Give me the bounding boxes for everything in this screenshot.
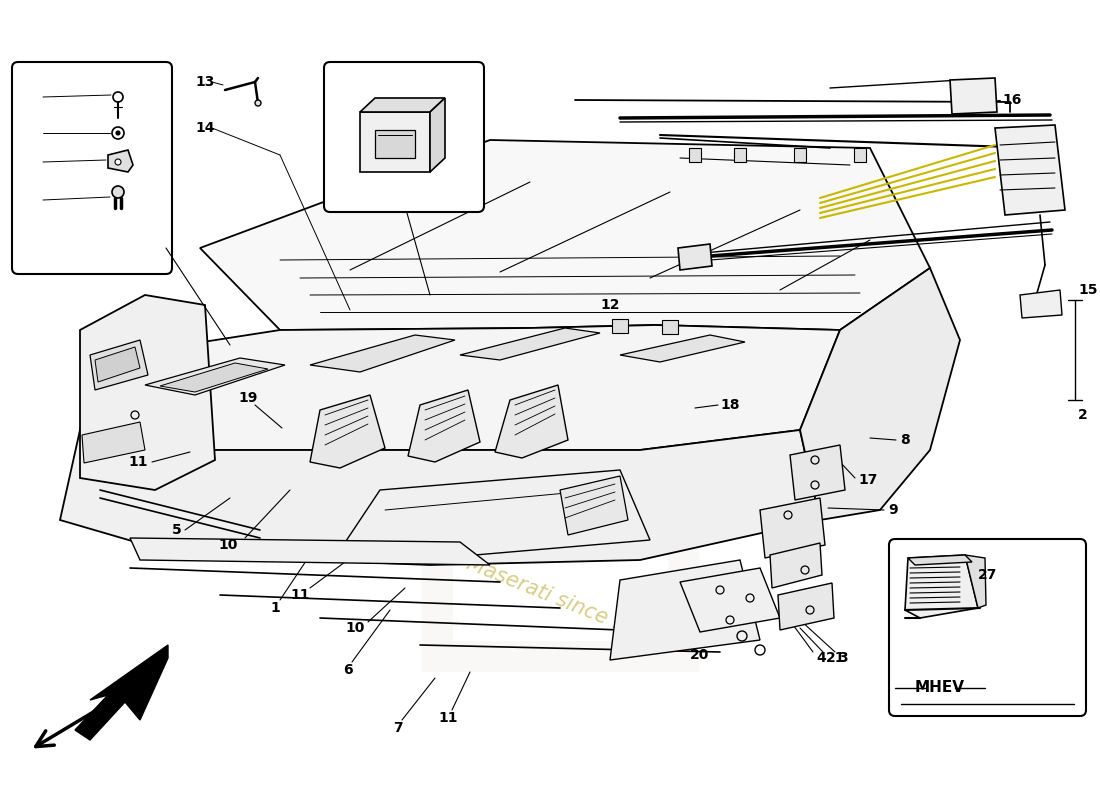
Polygon shape xyxy=(495,385,568,458)
Text: 22: 22 xyxy=(28,155,46,169)
Polygon shape xyxy=(662,320,678,334)
Polygon shape xyxy=(790,445,845,500)
Text: 18: 18 xyxy=(720,398,739,412)
Polygon shape xyxy=(360,98,446,112)
Polygon shape xyxy=(460,328,600,360)
Text: 10: 10 xyxy=(218,538,238,552)
Circle shape xyxy=(116,159,121,165)
Text: 9: 9 xyxy=(888,503,898,517)
Text: 1: 1 xyxy=(271,601,279,615)
Text: 6: 6 xyxy=(343,663,353,677)
Polygon shape xyxy=(80,325,840,450)
Polygon shape xyxy=(310,395,385,468)
Polygon shape xyxy=(1020,290,1062,318)
FancyBboxPatch shape xyxy=(889,539,1086,716)
Text: 25: 25 xyxy=(28,126,46,140)
Text: 11: 11 xyxy=(290,588,310,602)
Polygon shape xyxy=(905,555,978,618)
Polygon shape xyxy=(95,347,140,382)
Polygon shape xyxy=(90,340,148,390)
Polygon shape xyxy=(770,543,822,588)
Text: 14: 14 xyxy=(195,121,214,135)
Polygon shape xyxy=(854,148,866,162)
Polygon shape xyxy=(108,150,133,172)
Polygon shape xyxy=(160,363,268,392)
Polygon shape xyxy=(610,560,760,660)
Polygon shape xyxy=(82,422,145,463)
Polygon shape xyxy=(60,430,819,565)
Polygon shape xyxy=(430,98,446,172)
FancyBboxPatch shape xyxy=(324,62,484,212)
Polygon shape xyxy=(794,148,806,162)
Text: 24: 24 xyxy=(28,90,46,104)
Text: 16: 16 xyxy=(1002,93,1022,107)
Polygon shape xyxy=(778,583,834,630)
Polygon shape xyxy=(340,470,650,558)
Text: 20: 20 xyxy=(691,648,710,662)
Polygon shape xyxy=(965,555,986,608)
Circle shape xyxy=(255,100,261,106)
Text: 10: 10 xyxy=(345,621,365,635)
Polygon shape xyxy=(408,390,480,462)
Text: ⑂: ⑂ xyxy=(394,150,727,690)
Circle shape xyxy=(112,186,124,198)
Polygon shape xyxy=(678,244,712,270)
Text: 26: 26 xyxy=(442,73,461,87)
Text: 13: 13 xyxy=(195,75,214,89)
Text: 11: 11 xyxy=(438,711,458,725)
Polygon shape xyxy=(80,295,214,490)
Polygon shape xyxy=(375,130,415,158)
Text: 27: 27 xyxy=(978,568,998,582)
Text: 15: 15 xyxy=(1078,283,1098,297)
Text: 7: 7 xyxy=(393,721,403,735)
Polygon shape xyxy=(950,78,997,114)
FancyBboxPatch shape xyxy=(12,62,172,274)
Polygon shape xyxy=(689,148,701,162)
Polygon shape xyxy=(680,568,780,632)
Polygon shape xyxy=(620,335,745,362)
Polygon shape xyxy=(145,358,285,395)
Polygon shape xyxy=(760,498,825,558)
Polygon shape xyxy=(612,319,628,333)
Text: 12: 12 xyxy=(601,298,619,312)
Text: 5: 5 xyxy=(172,523,182,537)
Text: 21: 21 xyxy=(826,651,846,665)
Polygon shape xyxy=(75,645,168,740)
Text: 23: 23 xyxy=(28,193,46,207)
Circle shape xyxy=(116,131,120,135)
Text: 2: 2 xyxy=(1078,408,1088,422)
Text: 11: 11 xyxy=(129,455,149,469)
Polygon shape xyxy=(908,555,972,565)
Polygon shape xyxy=(800,268,960,520)
Text: 3: 3 xyxy=(838,651,848,665)
Text: a passion for Maserati since 1985: a passion for Maserati since 1985 xyxy=(333,500,667,650)
Polygon shape xyxy=(734,148,746,162)
Text: MHEV: MHEV xyxy=(915,681,965,695)
Polygon shape xyxy=(560,476,628,535)
Text: 4: 4 xyxy=(816,651,826,665)
Polygon shape xyxy=(130,538,490,565)
Text: 17: 17 xyxy=(858,473,878,487)
Polygon shape xyxy=(360,112,430,172)
Polygon shape xyxy=(996,125,1065,215)
Text: 19: 19 xyxy=(239,391,257,405)
Text: 8: 8 xyxy=(900,433,910,447)
Polygon shape xyxy=(200,140,930,330)
Polygon shape xyxy=(310,335,455,372)
